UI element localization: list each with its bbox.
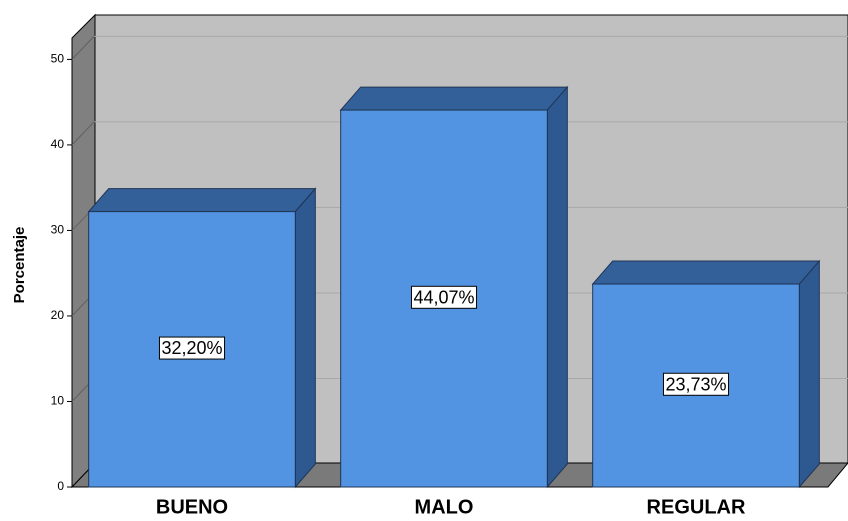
y-tick-label: 20	[51, 308, 65, 322]
grid-line	[71, 121, 95, 146]
value-label: 32,20%	[161, 338, 222, 358]
bar-side	[546, 85, 568, 489]
grid-line	[71, 36, 95, 60]
value-label: 44,07%	[413, 287, 474, 307]
bar-side	[798, 259, 820, 489]
value-label-box	[158, 336, 226, 360]
y-tick-label: 0	[57, 479, 64, 493]
value-label: 23,73%	[665, 374, 726, 394]
bar-side	[294, 187, 316, 489]
x-tick-label: MALO	[415, 496, 474, 518]
y-tick-label: 40	[51, 137, 65, 151]
x-tick-label: REGULAR	[647, 496, 746, 518]
value-label-box	[662, 372, 730, 396]
y-tick-label: 50	[51, 52, 65, 66]
bar-top	[87, 188, 317, 213]
y-axis-label: Porcentaje	[11, 227, 28, 304]
value-label-box	[410, 285, 478, 309]
y-tick-label: 10	[51, 394, 65, 408]
bar-top	[339, 86, 569, 111]
bar-top	[591, 260, 821, 285]
y-tick-label: 30	[51, 223, 65, 237]
x-tick-label: BUENO	[156, 496, 228, 518]
